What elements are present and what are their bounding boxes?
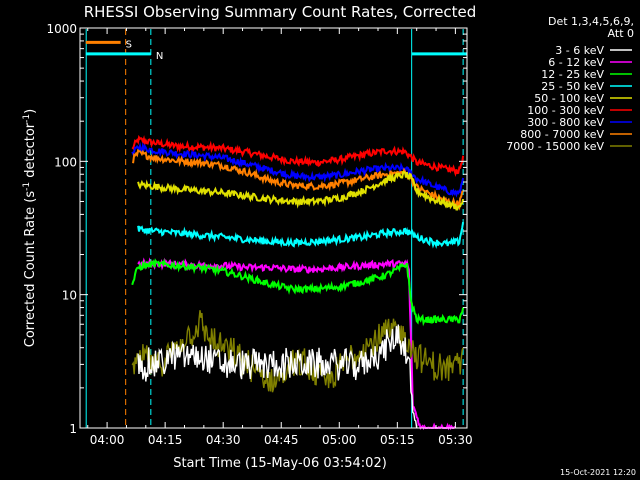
y-axis-label-mid: detector: [23, 122, 38, 182]
y-axis-label-sup2: -1: [22, 114, 32, 123]
legend-label-2: 12 - 25 keV: [541, 68, 604, 81]
legend-label-6: 300 - 800 keV: [527, 116, 604, 129]
y-tick-label-1: 10: [62, 289, 77, 303]
series-line-8: [137, 324, 418, 429]
legend-label-4: 50 - 100 keV: [534, 92, 604, 105]
y-tick-label-2: 100: [54, 155, 77, 169]
series-line-1: [131, 141, 465, 198]
series-line-4: [137, 221, 465, 249]
y-axis-label: Corrected Count Rate (s-1 detector-1): [22, 109, 38, 347]
axes: 04:00 04:15 04:30 04:45 05:00 05:15 05:30 1 10 10…: [46, 22, 472, 447]
legend-label-7: 800 - 7000 keV: [520, 128, 604, 141]
x-tick-label-2: 04:30: [206, 433, 241, 447]
legend-header-line1: Det 1,3,4,5,6,9,: [548, 15, 634, 28]
x-axis-label: Start Time (15-May-06 03:54:02): [173, 456, 387, 471]
legend-label-5: 100 - 300 keV: [527, 104, 604, 117]
series-line-6: [131, 258, 465, 327]
x-tick-label-4: 05:00: [322, 433, 357, 447]
y-tick-label-0: 1: [69, 422, 77, 436]
x-tick-label-1: 04:15: [148, 433, 183, 447]
x-tick-label-3: 04:45: [264, 433, 299, 447]
plot-area: SN: [85, 29, 467, 431]
x-tick-label-0: 04:00: [90, 433, 125, 447]
legend-label-1: 6 - 12 keV: [548, 56, 604, 69]
plot-frame: [79, 27, 468, 429]
x-tick-label-6: 05:30: [438, 433, 473, 447]
legend-header-line2: Att 0: [608, 27, 634, 40]
x-tick-label-5: 05:15: [380, 433, 415, 447]
y-axis-label-suffix: ): [23, 109, 38, 114]
flag-bar-label-0: S: [126, 39, 132, 50]
series-line-0: [131, 134, 465, 178]
y-axis-label-sup1: -1: [22, 182, 32, 191]
timestamp: 15-Oct-2021 12:20: [560, 468, 636, 477]
chart-title: RHESSI Observing Summary Count Rates, Co…: [84, 3, 477, 21]
series-line-3: [137, 170, 465, 211]
legend-label-8: 7000 - 15000 keV: [506, 140, 604, 153]
flag-bar-label-1: N: [156, 51, 163, 62]
legend-label-0: 3 - 6 keV: [555, 44, 604, 57]
legend-label-3: 25 - 50 keV: [541, 80, 604, 93]
y-axis-label-prefix: Corrected Count Rate (s: [23, 191, 38, 348]
y-tick-label-3: 1000: [46, 22, 77, 36]
